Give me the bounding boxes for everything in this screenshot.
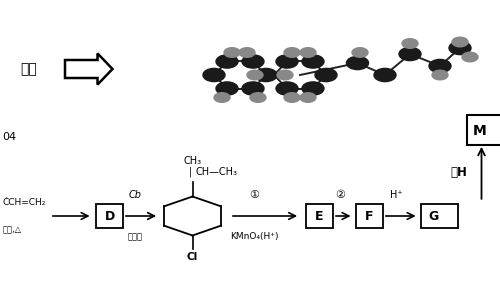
FancyBboxPatch shape bbox=[306, 204, 333, 228]
Polygon shape bbox=[65, 53, 112, 85]
Text: CH₃: CH₃ bbox=[184, 155, 202, 166]
Text: F: F bbox=[365, 209, 374, 223]
Circle shape bbox=[276, 82, 298, 95]
Circle shape bbox=[315, 68, 337, 82]
Text: M: M bbox=[472, 124, 486, 137]
Circle shape bbox=[402, 39, 418, 48]
Circle shape bbox=[214, 93, 230, 102]
Text: 04: 04 bbox=[2, 131, 16, 142]
Circle shape bbox=[203, 68, 225, 82]
FancyBboxPatch shape bbox=[421, 204, 458, 228]
Text: ②: ② bbox=[335, 190, 345, 200]
Text: ①: ① bbox=[249, 190, 259, 200]
Circle shape bbox=[300, 48, 316, 57]
Circle shape bbox=[216, 82, 238, 95]
Circle shape bbox=[247, 70, 263, 80]
Text: G: G bbox=[428, 209, 439, 223]
Text: 试剂,△: 试剂,△ bbox=[2, 225, 22, 234]
Circle shape bbox=[302, 82, 324, 95]
Circle shape bbox=[429, 59, 451, 73]
Circle shape bbox=[399, 47, 421, 61]
Text: Cl: Cl bbox=[187, 252, 198, 262]
Circle shape bbox=[224, 48, 240, 57]
Circle shape bbox=[302, 55, 324, 68]
Circle shape bbox=[239, 48, 255, 57]
Circle shape bbox=[300, 93, 316, 102]
Circle shape bbox=[352, 48, 368, 57]
Circle shape bbox=[216, 55, 238, 68]
Circle shape bbox=[449, 41, 471, 55]
Text: H⁺: H⁺ bbox=[390, 190, 403, 200]
FancyBboxPatch shape bbox=[356, 204, 383, 228]
Text: KMnO₄(H⁺): KMnO₄(H⁺) bbox=[230, 232, 278, 242]
Circle shape bbox=[374, 68, 396, 82]
Text: |: | bbox=[188, 167, 192, 177]
Circle shape bbox=[255, 68, 277, 82]
FancyBboxPatch shape bbox=[468, 115, 500, 145]
Circle shape bbox=[452, 37, 468, 47]
Text: D: D bbox=[104, 209, 115, 223]
Text: 酵H: 酵H bbox=[450, 166, 467, 179]
Circle shape bbox=[242, 82, 264, 95]
FancyBboxPatch shape bbox=[96, 204, 123, 228]
Circle shape bbox=[250, 93, 266, 102]
Text: 分子: 分子 bbox=[20, 62, 37, 76]
Circle shape bbox=[277, 70, 293, 80]
Circle shape bbox=[432, 70, 448, 80]
Text: E: E bbox=[316, 209, 324, 223]
Text: ĊCH=CH₂: ĊCH=CH₂ bbox=[2, 198, 46, 207]
Circle shape bbox=[284, 93, 300, 102]
Circle shape bbox=[242, 55, 264, 68]
Text: CH—CH₃: CH—CH₃ bbox=[195, 167, 237, 177]
Circle shape bbox=[346, 56, 368, 70]
Text: Cb: Cb bbox=[128, 190, 141, 200]
Circle shape bbox=[276, 55, 298, 68]
Circle shape bbox=[284, 48, 300, 57]
Text: 催化剂: 催化剂 bbox=[128, 232, 142, 242]
Circle shape bbox=[462, 52, 478, 62]
